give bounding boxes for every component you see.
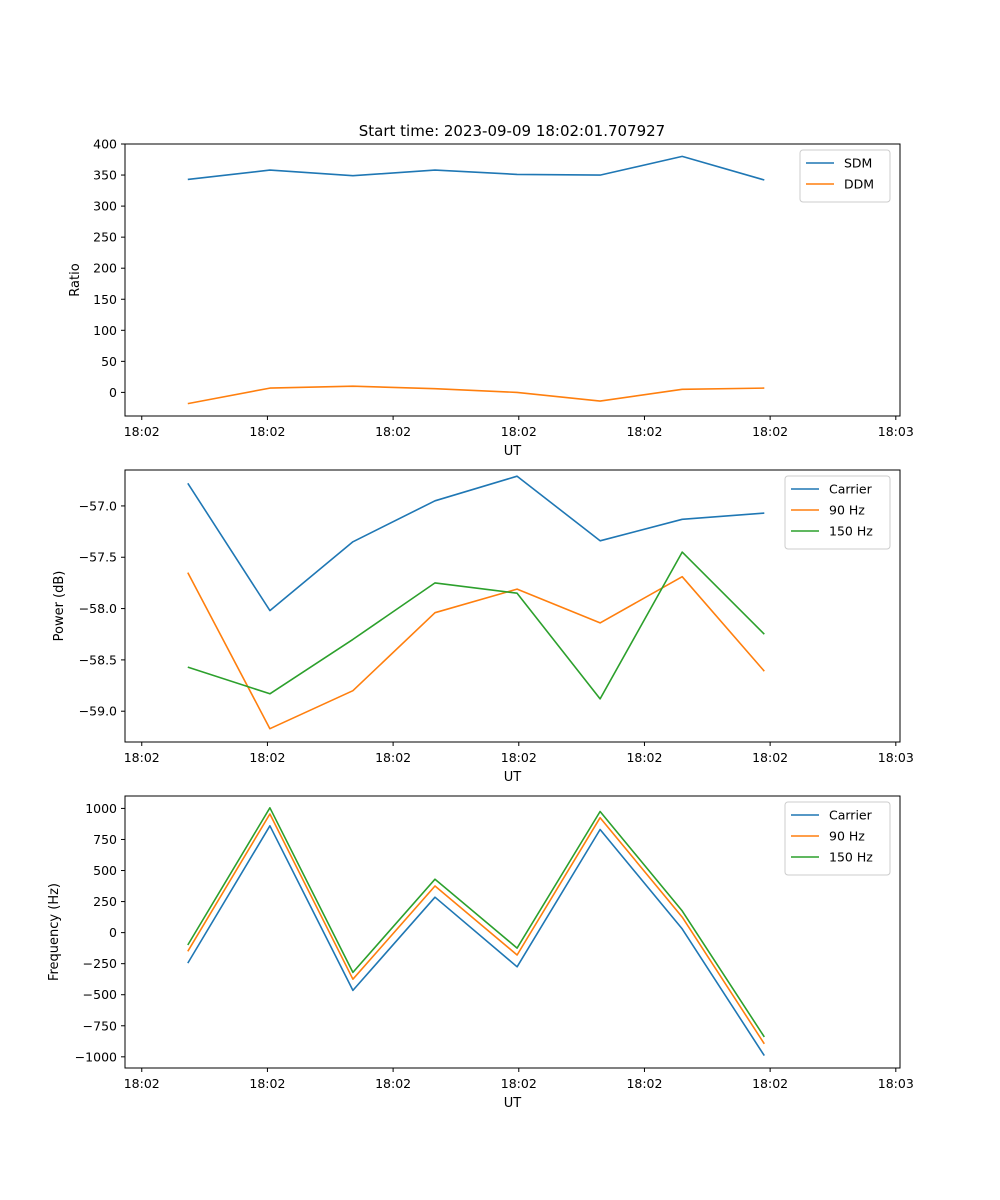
y-tick-label: −57.0 <box>79 498 117 513</box>
chart-panel-1: 18:02 18:02 18:02 18:02 18:02 18:02 18:03 0 50 10… <box>68 137 914 460</box>
y-tick-label: −1000 <box>75 1049 117 1064</box>
y-axis-label: Ratio <box>68 263 83 296</box>
y-tick-label: 750 <box>93 832 117 847</box>
y-tick-label: −59.0 <box>79 704 117 719</box>
series-lines <box>187 155 765 405</box>
legend-label: SDM <box>844 156 872 171</box>
x-tick-label: 18:02 <box>501 424 537 439</box>
y-tick-label: −750 <box>83 1018 117 1033</box>
x-tick-label: 18:02 <box>752 1076 788 1091</box>
axes-frame <box>124 469 901 743</box>
y-tick-label: 500 <box>93 863 117 878</box>
x-tick-label: 18:02 <box>124 1076 160 1091</box>
axes-frame <box>124 143 901 417</box>
series-line-150-hz <box>187 551 765 700</box>
y-tick-label: 1000 <box>85 801 117 816</box>
x-tick-label: 18:02 <box>124 750 160 765</box>
x-tick-label: 18:02 <box>375 424 411 439</box>
x-tick-label: 18:03 <box>878 1076 914 1091</box>
series-line-sdm <box>187 155 765 181</box>
series-line-150-hz <box>187 806 765 1038</box>
legend-label: Carrier <box>829 808 873 823</box>
x-tick-label: 18:02 <box>124 424 160 439</box>
y-tick-label: 150 <box>93 292 117 307</box>
legend-label: 150 Hz <box>829 524 873 539</box>
y-tick-label: 0 <box>109 925 117 940</box>
y-tick-label: −58.5 <box>79 652 117 667</box>
x-tick-label: 18:03 <box>878 424 914 439</box>
y-tick-label: 250 <box>93 230 117 245</box>
legend-label: 150 Hz <box>829 850 873 865</box>
series-line-90-hz <box>187 572 765 730</box>
legend: SDM DDM <box>799 149 891 203</box>
x-axis-label: UT <box>504 770 522 785</box>
y-tick-label: 400 <box>93 137 117 152</box>
legend-label: DDM <box>844 177 874 192</box>
series-lines <box>187 806 765 1057</box>
x-tick-label: 18:02 <box>249 750 285 765</box>
y-tick-label: 250 <box>93 894 117 909</box>
legend-label: 90 Hz <box>829 503 865 518</box>
figure-title: Start time: 2023-09-09 18:02:01.707927 <box>359 122 665 140</box>
series-line-90-hz <box>187 813 765 1045</box>
x-tick-label: 18:02 <box>752 424 788 439</box>
legend-label: 90 Hz <box>829 829 865 844</box>
x-tick-label: 18:02 <box>626 1076 662 1091</box>
chart-panels: 18:02 18:02 18:02 18:02 18:02 18:02 18:03 0 50 10… <box>47 137 914 1112</box>
chart-panel-3: 18:02 18:02 18:02 18:02 18:02 18:02 18:03 −1000… <box>47 795 914 1111</box>
x-axis-label: UT <box>504 1096 522 1111</box>
x-tick-label: 18:02 <box>375 1076 411 1091</box>
x-tick-label: 18:02 <box>375 750 411 765</box>
y-axis-label: Power (dB) <box>52 571 67 642</box>
y-tick-label: 350 <box>93 168 117 183</box>
legend: Carrier 90 Hz 150 Hz <box>784 801 891 876</box>
series-lines <box>187 475 765 730</box>
x-tick-label: 18:02 <box>626 750 662 765</box>
x-tick-label: 18:02 <box>626 424 662 439</box>
y-tick-label: 200 <box>93 261 117 276</box>
y-tick-label: −57.5 <box>79 550 117 565</box>
y-tick-label: 50 <box>101 354 117 369</box>
series-line-carrier <box>187 475 765 612</box>
chart-panel-2: 18:02 18:02 18:02 18:02 18:02 18:02 18:03 −59.0… <box>52 469 914 785</box>
x-tick-label: 18:02 <box>249 424 285 439</box>
y-axis-label: Frequency (Hz) <box>47 883 62 981</box>
y-tick-label: −250 <box>83 956 117 971</box>
series-line-carrier <box>187 824 765 1057</box>
y-tick-label: −500 <box>83 987 117 1002</box>
series-line-ddm <box>187 385 765 405</box>
x-axis-label: UT <box>504 444 522 459</box>
y-tick-label: 300 <box>93 199 117 214</box>
x-tick-label: 18:02 <box>501 750 537 765</box>
x-tick-label: 18:02 <box>752 750 788 765</box>
y-tick-label: 100 <box>93 323 117 338</box>
legend: Carrier 90 Hz 150 Hz <box>784 475 891 550</box>
x-tick-label: 18:02 <box>501 1076 537 1091</box>
axes-frame <box>124 795 901 1069</box>
legend-label: Carrier <box>829 482 873 497</box>
x-tick-label: 18:03 <box>878 750 914 765</box>
y-tick-label: 0 <box>109 385 117 400</box>
x-tick-label: 18:02 <box>249 1076 285 1091</box>
y-tick-label: −58.0 <box>79 601 117 616</box>
